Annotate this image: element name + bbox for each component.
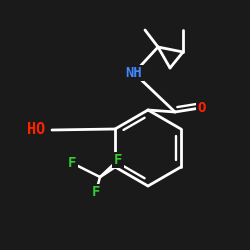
Text: F: F: [114, 153, 122, 167]
Text: O: O: [198, 101, 206, 115]
Text: NH: NH: [126, 66, 142, 80]
Text: HO: HO: [27, 122, 45, 138]
Text: F: F: [68, 156, 76, 170]
Text: F: F: [92, 185, 100, 199]
